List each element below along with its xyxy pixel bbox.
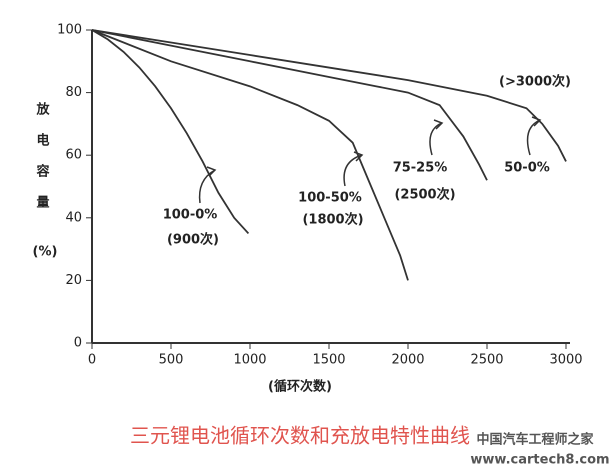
y-tick-label: 40 xyxy=(65,210,82,225)
arrow-head xyxy=(433,119,444,130)
watermark-url: www.cartech8.com xyxy=(470,453,609,468)
series-cycles: (1800次) xyxy=(302,212,363,228)
curve xyxy=(91,29,567,162)
x-tick-label: 3000 xyxy=(549,353,582,368)
series-label: 75-25% xyxy=(393,161,448,176)
x-tick-label: 500 xyxy=(159,353,184,368)
y-tick-label: 20 xyxy=(65,273,82,288)
arrow xyxy=(429,122,443,156)
arrow-head xyxy=(531,116,542,127)
series-cycles: (>3000次) xyxy=(499,74,571,90)
y-tick-label: 100 xyxy=(57,23,82,38)
curve xyxy=(91,29,250,235)
x-tick-label: 2500 xyxy=(470,353,503,368)
y-axis-label: 量 xyxy=(36,196,49,211)
x-tick-label: 1500 xyxy=(312,353,345,368)
y-tick-label: 0 xyxy=(74,336,82,351)
series-label: 100-50% xyxy=(298,191,362,206)
y-tick-label: 60 xyxy=(65,148,82,163)
y-axis-label: 电 xyxy=(36,133,49,149)
arrow xyxy=(198,169,216,204)
y-axis-unit: (%) xyxy=(33,245,58,260)
y-axis-label: 放 xyxy=(35,102,50,118)
series-label: 50-0% xyxy=(504,161,550,176)
arrow-head xyxy=(206,166,217,177)
curve xyxy=(91,29,488,181)
y-axis-label: 容 xyxy=(35,164,49,180)
series-cycles: (900次) xyxy=(167,232,219,248)
y-tick-label: 80 xyxy=(65,85,82,100)
series-cycles: (2500次) xyxy=(394,187,455,203)
arrow-head xyxy=(353,151,364,162)
arrow xyxy=(343,154,363,187)
x-tick-label: 1000 xyxy=(233,353,266,368)
x-tick-label: 2000 xyxy=(391,353,424,368)
caption: 三元锂电池循环次数和充放电特性曲线 xyxy=(130,424,470,448)
x-axis-label: (循环次数) xyxy=(268,379,332,395)
watermark: 中国汽车工程师之家 xyxy=(476,432,594,448)
series-label: 100-0% xyxy=(163,208,218,223)
x-tick-label: 0 xyxy=(88,353,96,368)
arrow xyxy=(526,119,541,156)
curve xyxy=(91,29,409,281)
